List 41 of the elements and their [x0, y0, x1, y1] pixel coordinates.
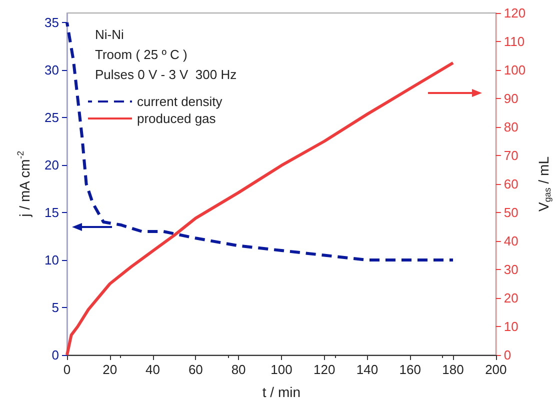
y-tick-label: 0: [52, 348, 59, 362]
y2-tick-label: 80: [504, 120, 518, 134]
x-axis-title: t / min: [262, 384, 301, 400]
y2-tick-label: 100: [504, 62, 526, 78]
x-tick-label: 80: [231, 362, 246, 377]
x-tick-label: 20: [102, 362, 118, 377]
x-tick-label: 40: [146, 362, 160, 377]
y2-tick-label: 0: [504, 348, 512, 362]
annotation: Ni-Ni: [95, 27, 124, 42]
y-axis-title: j / mA cm-2: [16, 150, 32, 218]
y2-tick-label: 20: [504, 290, 518, 306]
y-tick-label: 25: [44, 110, 59, 125]
x-tick-label: 0: [63, 362, 71, 377]
x-tick-label: 100: [270, 362, 292, 377]
x-tick-label: 180: [442, 362, 464, 377]
y2-tick-label: 110: [504, 34, 525, 49]
x-tick-label: 140: [356, 362, 378, 377]
x-tick-label: 160: [399, 362, 421, 377]
legend-label: produced gas: [137, 111, 216, 126]
y-tick-label: 35: [44, 15, 59, 30]
y2-tick-label: 120: [504, 6, 526, 20]
annotation: Troom ( 25 º C ): [95, 47, 188, 62]
y-tick-label: 10: [44, 252, 59, 268]
y-tick-label: 30: [44, 62, 59, 78]
y2-tick-label: 60: [504, 176, 518, 192]
x-tick-label: 120: [313, 362, 336, 377]
y2-tick-label: 40: [504, 234, 518, 248]
annotation: Pulses 0 V - 3 V 300 Hz: [95, 67, 237, 82]
y2-tick-label: 10: [504, 319, 518, 334]
y-tick-label: 20: [44, 158, 59, 172]
x-tick-label: 200: [485, 362, 507, 377]
y2-tick-label: 50: [504, 205, 518, 220]
y2-axis-title: Vgas / mL: [536, 156, 552, 212]
y2-tick-label: 70: [504, 148, 518, 163]
x-tick-label: 60: [188, 362, 203, 377]
y2-tick-label: 30: [504, 262, 518, 277]
y-tick-label: 5: [52, 300, 59, 315]
line-series: [66, 61, 455, 356]
y2-tick-label: 90: [504, 91, 518, 106]
y-tick-label: 15: [44, 205, 59, 220]
legend-label: current density: [137, 94, 223, 109]
